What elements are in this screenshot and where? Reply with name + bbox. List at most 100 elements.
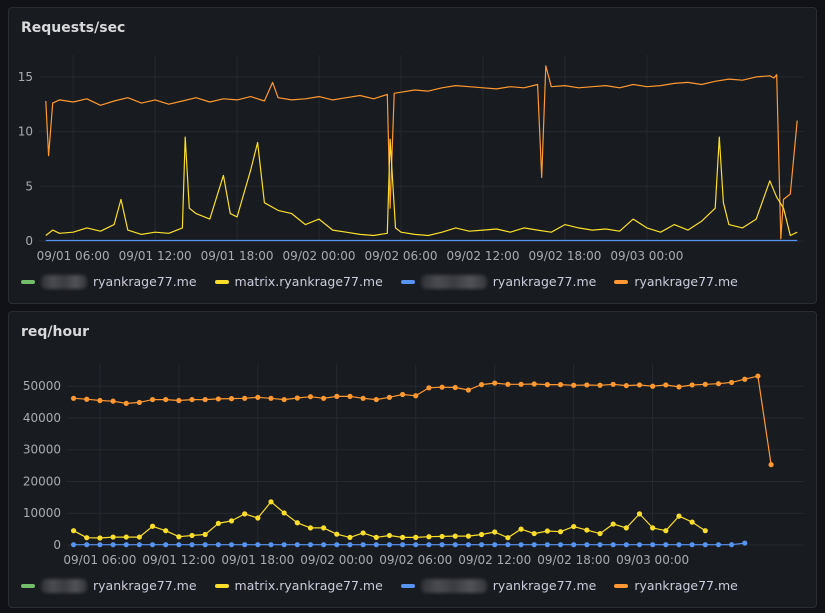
- legend-item-series-4[interactable]: ryankrage77.me: [614, 274, 738, 289]
- data-point: [255, 515, 261, 521]
- data-point: [597, 382, 603, 388]
- data-point: [663, 528, 669, 534]
- legend-label: matrix.ryankrage77.me: [234, 578, 383, 593]
- legend-swatch: [21, 583, 35, 588]
- legend-swatch: [614, 279, 629, 284]
- data-point: [84, 396, 90, 402]
- data-point: [149, 523, 156, 529]
- data-point: [557, 382, 564, 388]
- data-point: [242, 395, 248, 401]
- panel-title[interactable]: req/hour: [21, 324, 89, 340]
- data-point: [544, 382, 550, 388]
- legend-swatch: [214, 583, 229, 588]
- data-point: [413, 393, 419, 399]
- data-point: [334, 531, 340, 537]
- data-point: [610, 381, 616, 387]
- data-point: [426, 534, 432, 540]
- chart-legend: ryankrage77.me matrix.ryankrage77.me rya…: [21, 578, 738, 593]
- legend-item-series-2[interactable]: matrix.ryankrage77.me: [214, 578, 383, 593]
- y-tick-label: 0: [53, 538, 61, 552]
- data-point: [544, 542, 550, 548]
- data-point: [294, 520, 300, 526]
- data-point: [123, 400, 129, 406]
- data-point: [189, 396, 195, 403]
- data-point: [347, 393, 353, 399]
- requests-per-hour-panel: req/hour 0 10000 20000 30000 40000 50000 09/01…: [8, 311, 817, 608]
- data-point: [505, 381, 511, 387]
- data-point: [149, 542, 156, 548]
- chart-legend: ryankrage77.me matrix.ryankrage77.me rya…: [21, 274, 738, 289]
- data-point: [136, 542, 142, 548]
- data-point: [413, 534, 419, 540]
- x-tick-label: 09/02 12:00: [446, 249, 519, 263]
- data-point: [452, 384, 458, 391]
- data-point: [242, 511, 248, 517]
- data-point: [531, 530, 537, 537]
- data-point: [597, 530, 603, 537]
- legend-swatch: [400, 583, 415, 588]
- y-tick-label: 40000: [23, 411, 61, 425]
- redacted-text: [420, 274, 487, 289]
- data-point: [360, 395, 366, 401]
- data-point: [334, 393, 340, 399]
- legend-item-series-1[interactable]: ryankrage77.me: [21, 274, 197, 289]
- data-point: [439, 542, 445, 548]
- x-tick-label: 09/02 00:00: [300, 553, 373, 567]
- legend-swatch: [21, 279, 35, 284]
- data-point: [255, 542, 261, 548]
- data-point: [676, 542, 682, 548]
- data-point: [544, 528, 550, 534]
- data-point: [163, 528, 169, 534]
- data-point: [228, 518, 235, 524]
- legend-item-series-2[interactable]: matrix.ryankrage77.me: [214, 274, 383, 289]
- data-point: [452, 533, 458, 539]
- data-point: [636, 542, 643, 548]
- x-tick-label: 09/02 12:00: [458, 553, 531, 567]
- data-point: [702, 381, 708, 387]
- data-point: [636, 511, 643, 517]
- x-tick-label: 09/01 12:00: [119, 249, 192, 263]
- data-point: [334, 542, 340, 548]
- data-point: [373, 542, 379, 548]
- data-point: [478, 542, 485, 548]
- series-line: [45, 65, 798, 240]
- legend-item-series-1[interactable]: ryankrage77.me: [21, 578, 197, 593]
- data-point: [228, 542, 235, 548]
- legend-swatch: [214, 279, 229, 284]
- data-point: [281, 396, 287, 403]
- data-point: [571, 523, 577, 530]
- y-tick-label: 0: [25, 234, 33, 248]
- data-point: [426, 385, 432, 391]
- data-point: [321, 395, 327, 401]
- x-tick-label: 09/02 06:00: [379, 553, 452, 567]
- x-tick-label: 09/02 06:00: [365, 249, 438, 263]
- legend-item-series-3[interactable]: ryankrage77.me: [400, 578, 596, 593]
- y-tick-label: 5: [25, 179, 33, 193]
- data-point: [610, 542, 616, 548]
- legend-label: ryankrage77.me: [634, 274, 738, 289]
- data-point: [518, 381, 524, 387]
- data-point: [413, 542, 419, 548]
- x-tick-label: 09/02 00:00: [283, 249, 356, 263]
- data-point: [176, 534, 182, 540]
- data-point: [584, 542, 590, 548]
- x-tick-label: 09/01 06:00: [63, 553, 136, 567]
- y-tick-label: 10: [18, 125, 33, 139]
- data-point: [755, 373, 761, 379]
- data-point: [70, 528, 77, 534]
- data-point: [268, 542, 274, 548]
- data-point: [281, 542, 287, 548]
- x-tick-label: 09/01 18:00: [221, 553, 294, 567]
- data-point: [571, 382, 577, 388]
- x-tick-label: 09/02 18:00: [528, 249, 601, 263]
- data-point: [242, 542, 248, 548]
- data-point: [689, 382, 695, 388]
- data-point: [452, 542, 458, 548]
- data-point: [465, 387, 472, 393]
- data-point: [97, 542, 103, 548]
- panel-title[interactable]: Requests/sec: [21, 20, 126, 36]
- legend-item-series-4[interactable]: ryankrage77.me: [614, 578, 738, 593]
- data-point: [307, 542, 314, 548]
- legend-item-series-3[interactable]: ryankrage77.me: [400, 274, 596, 289]
- data-point: [228, 396, 235, 402]
